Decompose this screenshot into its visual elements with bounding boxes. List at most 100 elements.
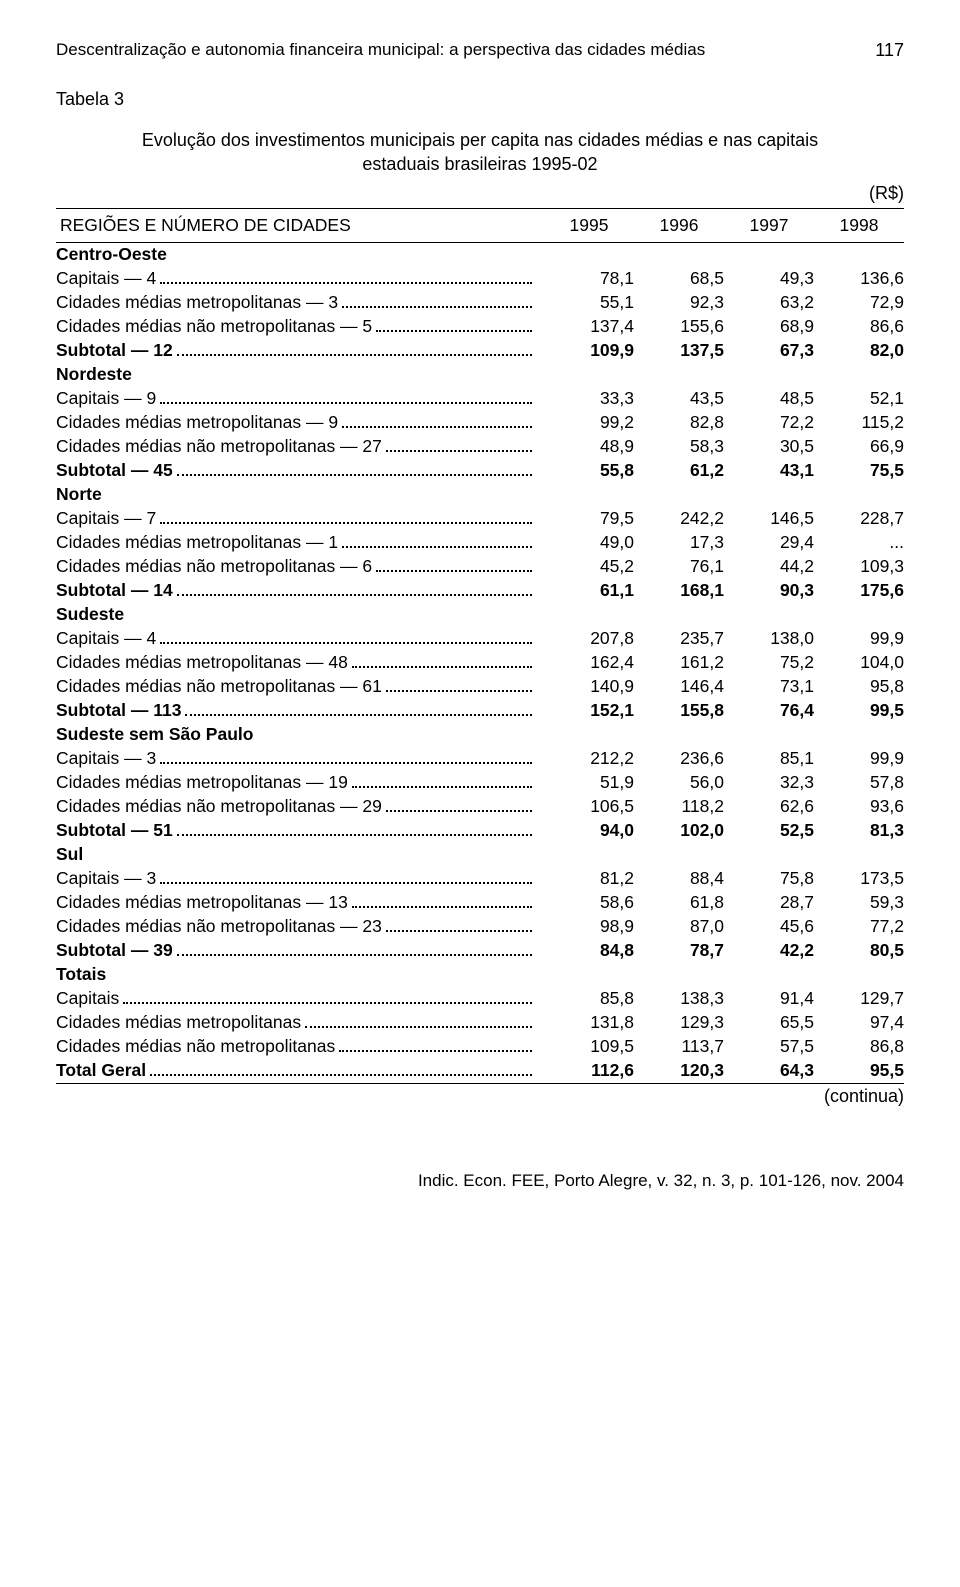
table-row: Cidades médias não metropolitanas — 2748… xyxy=(56,435,904,459)
cell-value: 48,5 xyxy=(724,387,814,411)
cell-value: 86,6 xyxy=(814,315,904,339)
cell-value: 58,6 xyxy=(544,891,634,915)
leader-dots xyxy=(339,1042,532,1053)
cell-value: 55,8 xyxy=(544,459,634,483)
cell-value: 99,9 xyxy=(814,747,904,771)
table-row: Sudeste xyxy=(56,603,904,627)
leader-dots xyxy=(185,706,532,717)
cell-value: 75,5 xyxy=(814,459,904,483)
table-row: Subtotal — 4555,861,243,175,5 xyxy=(56,459,904,483)
cell-value: 51,9 xyxy=(544,771,634,795)
cell-value: 137,5 xyxy=(634,339,724,363)
cell-value: 99,9 xyxy=(814,627,904,651)
cell-value: 85,8 xyxy=(544,987,634,1011)
row-label: Cidades médias metropolitanas — 9 xyxy=(56,411,544,435)
cell-value: 58,3 xyxy=(634,435,724,459)
cell-value: 43,1 xyxy=(724,459,814,483)
row-label: Totais xyxy=(56,963,904,987)
row-label: Capitais — 7 xyxy=(56,507,544,531)
cell-value: 81,2 xyxy=(544,867,634,891)
leader-dots xyxy=(376,322,532,333)
row-label: Cidades médias metropolitanas — 48 xyxy=(56,651,544,675)
row-label: Cidades médias metropolitanas — 1 xyxy=(56,531,544,555)
row-label: Sul xyxy=(56,843,904,867)
cell-value: 63,2 xyxy=(724,291,814,315)
cell-value: 49,3 xyxy=(724,267,814,291)
table-row: Centro-Oeste xyxy=(56,242,904,267)
table-caption: Evolução dos investimentos municipais pe… xyxy=(56,128,904,177)
cell-value: 82,8 xyxy=(634,411,724,435)
row-label: Subtotal — 51 xyxy=(56,819,544,843)
cell-value: 87,0 xyxy=(634,915,724,939)
table-row: Subtotal — 3984,878,742,280,5 xyxy=(56,939,904,963)
table-row: Subtotal — 12109,9137,567,382,0 xyxy=(56,339,904,363)
cell-value: 84,8 xyxy=(544,939,634,963)
leader-dots xyxy=(386,802,532,813)
cell-value: 52,1 xyxy=(814,387,904,411)
cell-value: 17,3 xyxy=(634,531,724,555)
cell-value: 168,1 xyxy=(634,579,724,603)
table-row: Cidades médias metropolitanas — 355,192,… xyxy=(56,291,904,315)
leader-dots xyxy=(386,922,532,933)
page-number: 117 xyxy=(875,40,904,61)
leader-dots xyxy=(177,946,532,957)
cell-value: 49,0 xyxy=(544,531,634,555)
row-label: Sudeste xyxy=(56,603,904,627)
cell-value: 79,5 xyxy=(544,507,634,531)
row-label: Total Geral xyxy=(56,1059,544,1084)
cell-value: 73,1 xyxy=(724,675,814,699)
row-label: Cidades médias não metropolitanas — 6 xyxy=(56,555,544,579)
leader-dots xyxy=(177,346,532,357)
leader-dots xyxy=(123,994,532,1005)
table-row: Cidades médias não metropolitanas — 6114… xyxy=(56,675,904,699)
row-label: Sudeste sem São Paulo xyxy=(56,723,904,747)
leader-dots xyxy=(160,514,532,525)
cell-value: 91,4 xyxy=(724,987,814,1011)
row-label: Capitais — 9 xyxy=(56,387,544,411)
cell-value: 33,3 xyxy=(544,387,634,411)
table-row: Capitais — 779,5242,2146,5228,7 xyxy=(56,507,904,531)
cell-value: 56,0 xyxy=(634,771,724,795)
row-label: Nordeste xyxy=(56,363,904,387)
caption-line-2: estaduais brasileiras 1995-02 xyxy=(362,154,597,174)
cell-value: 242,2 xyxy=(634,507,724,531)
cell-value: 97,4 xyxy=(814,1011,904,1035)
row-label: Norte xyxy=(56,483,904,507)
leader-dots xyxy=(342,298,532,309)
table-row: Capitais — 933,343,548,552,1 xyxy=(56,387,904,411)
cell-value: 30,5 xyxy=(724,435,814,459)
table-row: Capitais — 381,288,475,8173,5 xyxy=(56,867,904,891)
row-label: Cidades médias não metropolitanas — 27 xyxy=(56,435,544,459)
cell-value: 65,5 xyxy=(724,1011,814,1035)
table-row: Cidades médias metropolitanas — 1951,956… xyxy=(56,771,904,795)
cell-value: 45,6 xyxy=(724,915,814,939)
row-label: Subtotal — 45 xyxy=(56,459,544,483)
leader-dots xyxy=(376,562,532,573)
cell-value: 92,3 xyxy=(634,291,724,315)
cell-value: 155,8 xyxy=(634,699,724,723)
header-regions: REGIÕES E NÚMERO DE CIDADES xyxy=(56,208,544,242)
cell-value: 55,1 xyxy=(544,291,634,315)
cell-value: 66,9 xyxy=(814,435,904,459)
cell-value: 104,0 xyxy=(814,651,904,675)
row-label: Capitais — 3 xyxy=(56,747,544,771)
leader-dots xyxy=(352,898,532,909)
table-row: Sul xyxy=(56,843,904,867)
table-row: Nordeste xyxy=(56,363,904,387)
cell-value: 57,8 xyxy=(814,771,904,795)
leader-dots xyxy=(386,442,532,453)
row-label: Cidades médias não metropolitanas — 23 xyxy=(56,915,544,939)
cell-value: 52,5 xyxy=(724,819,814,843)
leader-dots xyxy=(160,274,532,285)
table-row: Subtotal — 113152,1155,876,499,5 xyxy=(56,699,904,723)
cell-value: 236,6 xyxy=(634,747,724,771)
cell-value: 78,1 xyxy=(544,267,634,291)
cell-value: 64,3 xyxy=(724,1059,814,1084)
cell-value: 173,5 xyxy=(814,867,904,891)
cell-value: 42,2 xyxy=(724,939,814,963)
cell-value: 136,6 xyxy=(814,267,904,291)
row-label: Cidades médias não metropolitanas xyxy=(56,1035,544,1059)
table-row: Cidades médias metropolitanas — 999,282,… xyxy=(56,411,904,435)
cell-value: 61,2 xyxy=(634,459,724,483)
data-table: REGIÕES E NÚMERO DE CIDADES 1995 1996 19… xyxy=(56,208,904,1085)
